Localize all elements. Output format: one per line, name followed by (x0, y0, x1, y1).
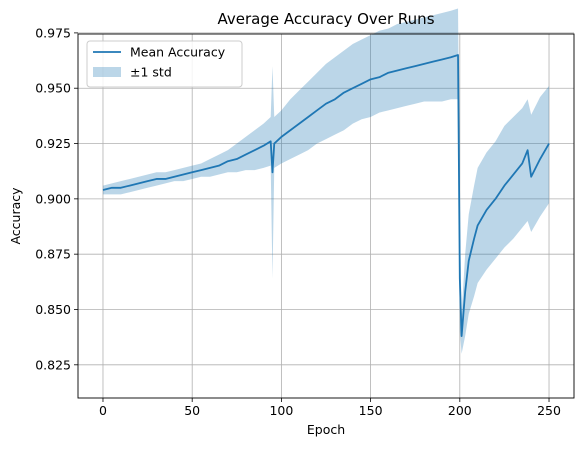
y-tick-label: 0.825 (35, 357, 71, 372)
y-axis-ticks: 0.825 0.850 0.875 0.900 0.925 0.950 0.975 (35, 25, 78, 372)
x-axis-ticks: 0 50 100 150 200 250 (99, 398, 561, 418)
y-tick-label: 0.925 (35, 136, 71, 151)
legend-label-std: ±1 std (130, 65, 172, 80)
x-tick-label: 50 (184, 403, 200, 418)
chart-title: Average Accuracy Over Runs (217, 10, 434, 28)
plot-frame (77, 33, 575, 399)
y-axis-label: Accuracy (8, 187, 23, 245)
x-tick-label: 250 (537, 403, 561, 418)
y-tick-label: 0.850 (35, 302, 71, 317)
y-tick-label: 0.950 (35, 81, 71, 96)
y-tick-label: 0.900 (35, 191, 71, 206)
x-tick-label: 150 (359, 403, 383, 418)
x-axis-label: Epoch (307, 422, 345, 437)
legend-band-swatch (93, 67, 121, 77)
y-tick-label: 0.875 (35, 247, 71, 262)
std-band-layer (102, 8, 550, 354)
x-tick-label: 0 (99, 403, 107, 418)
mean-accuracy-line (102, 54, 550, 337)
y-tick-label: 0.975 (35, 25, 71, 40)
legend-box (86, 40, 243, 88)
x-tick-label: 200 (448, 403, 472, 418)
std-band (102, 8, 550, 354)
legend: Mean Accuracy ±1 std (86, 40, 243, 88)
x-tick-label: 100 (269, 403, 293, 418)
mean-line-layer (102, 54, 550, 337)
legend-label-mean-accuracy: Mean Accuracy (130, 45, 226, 60)
